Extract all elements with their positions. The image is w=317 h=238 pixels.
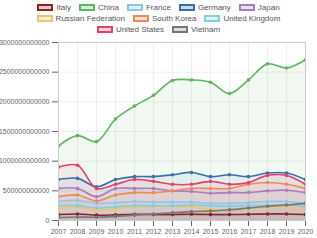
html-text:United States: United States xyxy=(115,25,164,34)
svg-text:2007: 2007 xyxy=(51,228,67,235)
svg-text:2020: 2020 xyxy=(298,228,314,235)
svg-text:1000000000000: 1000000000000 xyxy=(0,157,50,164)
svg-text:2015: 2015 xyxy=(203,228,219,235)
html-text:Japan: Japan xyxy=(257,3,280,12)
svg-text:2018: 2018 xyxy=(260,228,276,235)
svg-text:2010: 2010 xyxy=(108,228,124,235)
svg-text:2000000000000: 2000000000000 xyxy=(0,98,50,105)
svg-text:0: 0 xyxy=(46,217,50,224)
svg-text:2016: 2016 xyxy=(222,228,238,235)
svg-text:2008: 2008 xyxy=(70,228,86,235)
html-text:Russian Federation: Russian Federation xyxy=(55,14,125,23)
svg-text:2013: 2013 xyxy=(165,228,181,235)
svg-text:2017: 2017 xyxy=(241,228,257,235)
html-text:France: France xyxy=(146,3,171,12)
html-text:South Korea: South Korea xyxy=(152,14,197,23)
svg-text:3000000000000: 3000000000000 xyxy=(0,39,50,46)
svg-text:2500000000000: 2500000000000 xyxy=(0,68,50,75)
html-text:China: China xyxy=(98,3,119,12)
svg-text:2019: 2019 xyxy=(279,228,295,235)
html-text:United Kingdom: United Kingdom xyxy=(223,14,281,23)
svg-text:1500000000000: 1500000000000 xyxy=(0,128,50,135)
html-text:Italy: Italy xyxy=(56,3,72,12)
svg-text:500000000000: 500000000000 xyxy=(3,187,50,194)
svg-text:2014: 2014 xyxy=(184,228,200,235)
html-text:Vietnam: Vietnam xyxy=(190,25,221,34)
svg-text:2012: 2012 xyxy=(146,228,162,235)
svg-text:2011: 2011 xyxy=(127,228,142,235)
html-text:Germany: Germany xyxy=(197,3,231,12)
svg-text:2009: 2009 xyxy=(89,228,105,235)
